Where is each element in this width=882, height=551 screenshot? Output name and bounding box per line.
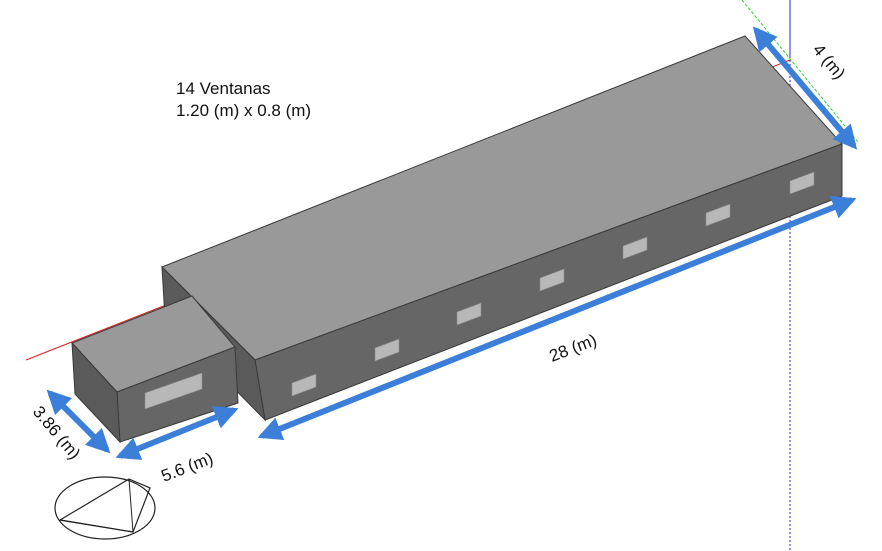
dimension-label-4m: 4 (m) [809, 40, 849, 83]
window-count-label: 14 Ventanas [176, 78, 311, 100]
dimension-label-5-6m: 5.6 (m) [159, 449, 216, 486]
north-arrow-compass-icon[interactable] [55, 477, 155, 539]
dimension-label-3-86m: 3.86 (m) [29, 402, 84, 463]
window-annotation: 14 Ventanas 1.20 (m) x 0.8 (m) [176, 78, 311, 122]
window-size-label: 1.20 (m) x 0.8 (m) [176, 100, 311, 122]
dimension-label-28m: 28 (m) [547, 330, 600, 365]
